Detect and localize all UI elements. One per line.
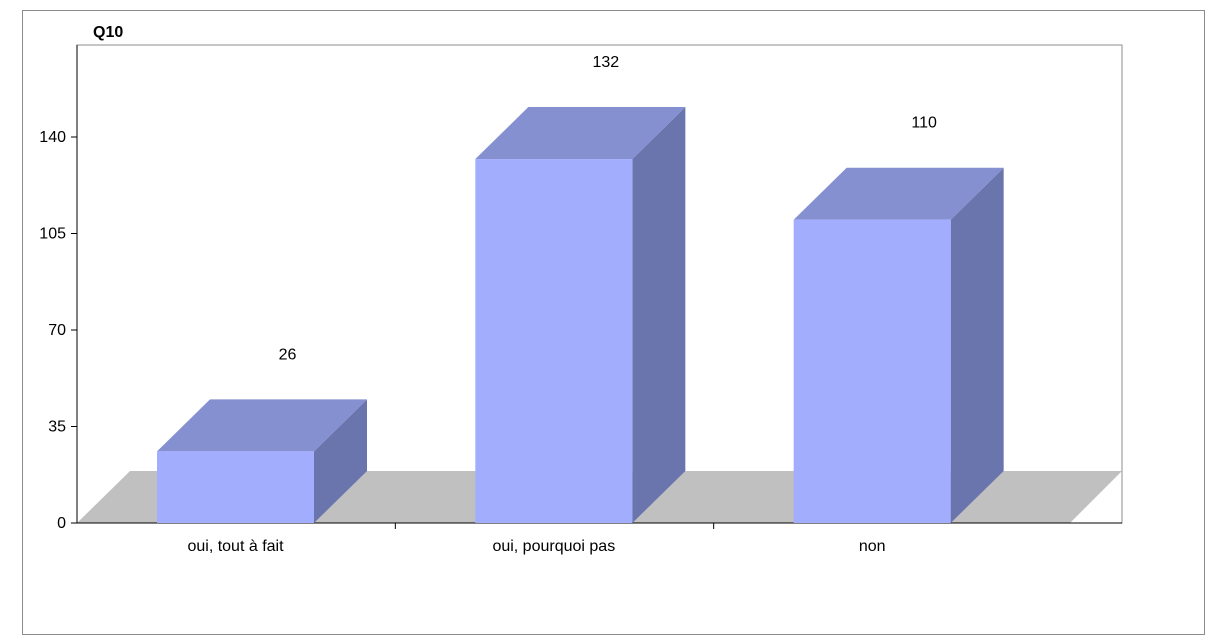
y-tick-label: 70	[48, 322, 66, 339]
bar-top	[475, 107, 686, 160]
bar	[157, 451, 314, 523]
bar-top	[793, 167, 1004, 220]
x-tick-label: oui, pourquoi pas	[492, 538, 615, 555]
y-tick-label: 35	[48, 419, 66, 436]
x-tick-label: non	[859, 538, 886, 555]
data-label: 26	[279, 346, 297, 363]
y-ticks: 0 35 70 105 140	[39, 129, 77, 532]
bar-side	[950, 167, 1004, 523]
x-tick-label: oui, tout à fait	[187, 538, 284, 555]
data-label: 132	[592, 54, 619, 71]
y-tick-label: 0	[57, 515, 66, 532]
x-tick-labels: oui, tout à fait oui, pourquoi pas non	[187, 523, 886, 555]
y-tick-label: 105	[39, 226, 66, 243]
data-label: 110	[911, 115, 937, 132]
bar	[475, 159, 633, 524]
bars: 26 132 110	[157, 54, 1004, 524]
bar-top	[157, 399, 367, 452]
y-tick-label: 140	[39, 129, 66, 146]
chart-title: Q10	[93, 24, 123, 41]
bar	[793, 219, 951, 523]
bar-side	[314, 399, 367, 523]
bar-side	[632, 107, 686, 524]
